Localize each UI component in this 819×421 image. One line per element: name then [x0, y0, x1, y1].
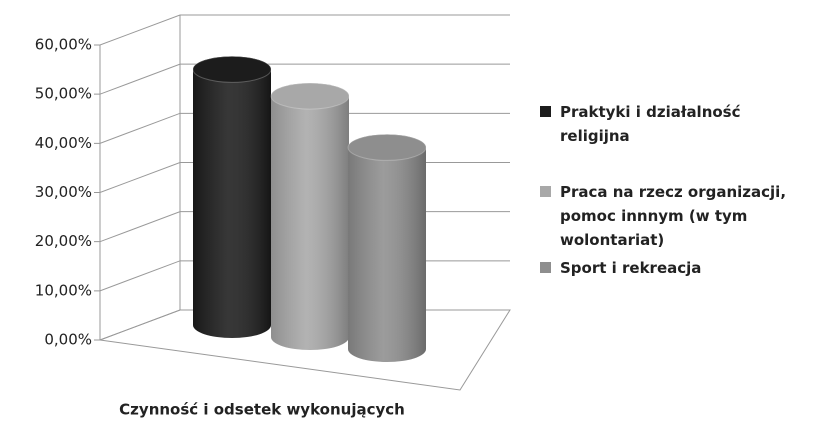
legend-label: Praktyki i działalność religijna [560, 103, 741, 145]
legend-item: Praca na rzecz organizacji, pomoc innnym… [540, 180, 815, 252]
y-tick-label: 30,00% [35, 183, 92, 201]
grid-line [94, 14, 510, 46]
legend-swatch [540, 186, 551, 197]
x-axis-label: Czynność i odsetek wykonujących [119, 401, 405, 419]
y-tick-label: 40,00% [35, 134, 92, 152]
grid-line [94, 63, 510, 95]
y-tick-label: 10,00% [35, 281, 92, 299]
y-tick-label: 60,00% [35, 36, 92, 54]
legend-item: Praktyki i działalność religijna [540, 100, 815, 148]
bar-shade [193, 56, 271, 338]
bar-shade [348, 134, 426, 362]
legend-label: Praca na rzecz organizacji, pomoc innnym… [560, 183, 787, 249]
bar-top [270, 82, 350, 110]
legend-swatch [540, 262, 551, 273]
legend-item: Sport i rekreacja [540, 256, 815, 280]
legend-label: Sport i rekreacja [560, 259, 702, 277]
bar-top [347, 133, 427, 161]
legend-swatch [540, 106, 551, 117]
y-tick-label: 0,00% [44, 331, 92, 349]
y-tick-label: 50,00% [35, 85, 92, 103]
bar-shade [271, 83, 349, 350]
y-tick-label: 20,00% [35, 232, 92, 250]
bar-top [192, 55, 272, 83]
